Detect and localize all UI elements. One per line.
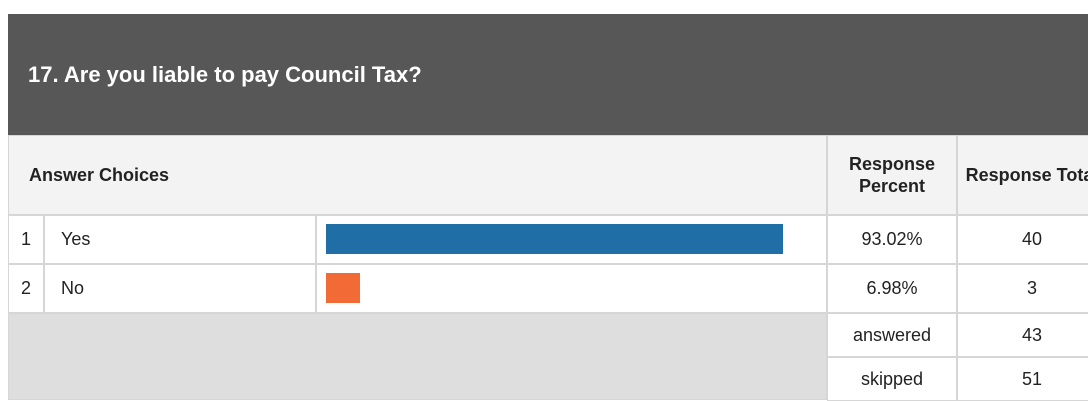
bar-cell: [316, 215, 827, 264]
summary-label: skipped: [827, 357, 957, 401]
summary-filler: [8, 313, 827, 400]
question-title: 17. Are you liable to pay Council Tax?: [8, 14, 1088, 135]
row-percent: 6.98%: [827, 264, 957, 313]
bar: [326, 224, 783, 254]
row-index: 1: [8, 215, 44, 264]
row-total: 3: [957, 264, 1088, 313]
header-answer-choices: Answer Choices: [8, 135, 827, 215]
row-percent: 93.02%: [827, 215, 957, 264]
bar-cell: [316, 264, 827, 313]
summary-label: answered: [827, 313, 957, 357]
row-label: Yes: [44, 215, 316, 264]
summary-total: 51: [957, 357, 1088, 401]
header-percent: Response Percent: [827, 135, 957, 215]
summary-total: 43: [957, 313, 1088, 357]
header-total: Response Total: [957, 135, 1088, 215]
row-index: 2: [8, 264, 44, 313]
row-total: 40: [957, 215, 1088, 264]
row-label: No: [44, 264, 316, 313]
bar: [326, 273, 361, 303]
